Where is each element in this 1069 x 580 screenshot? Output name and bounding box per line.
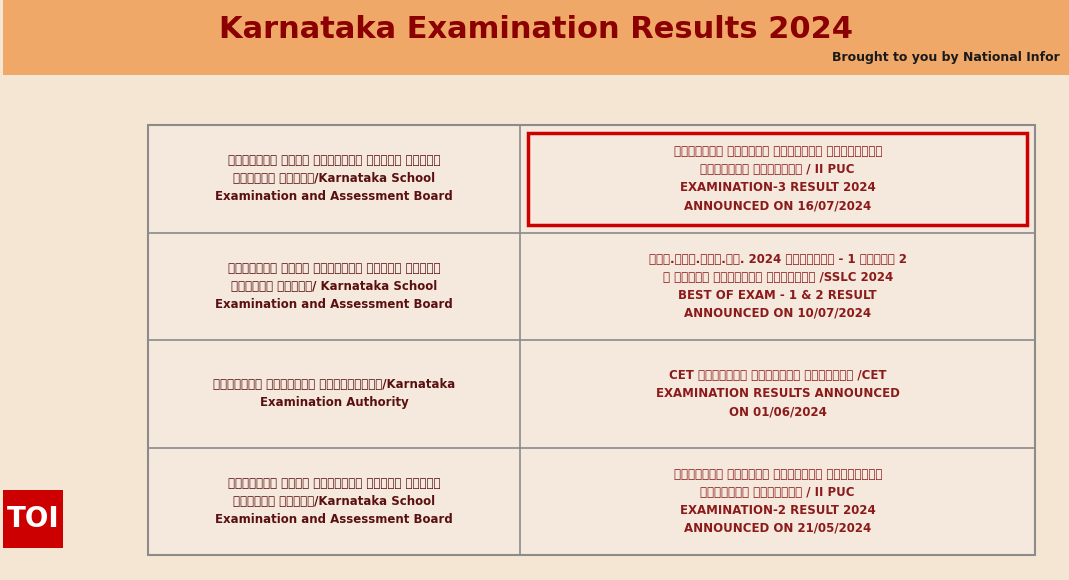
Text: ದ್ವಿತೀಯ ಪಿಯುಸಿ ವಾರ್ಷಿಕ ಪರೀಕ್ಷೆಯ
ಫಲಿತಾಂಶ ಪ್ರಕಟನೆ / II PUC
EXAMINATION-3 RESULT 20: ದ್ವಿತೀಯ ಪಿಯುಸಿ ವಾರ್ಷಿಕ ಪರೀಕ್ಷೆಯ ಫಲಿತಾಂಶ … <box>673 145 882 212</box>
Text: TOI: TOI <box>6 505 59 533</box>
Text: CET ಪರೀಕ್ಷೆ ಫಲಿತಾಂಶ ಪ್ರಕಟನೆ /CET
EXAMINATION RESULTS ANNOUNCED
ON 01/06/2024: CET ಪರೀಕ್ಷೆ ಫಲಿತಾಂಶ ಪ್ರಕಟನೆ /CET EXAMINA… <box>655 369 900 418</box>
Bar <box>3 490 63 548</box>
Bar <box>3 0 1069 75</box>
Text: ಎಸ್.ಎಸ್.ಎಲ್.ಸಿ. 2024 ಪರೀಕ್ಷೆ - 1 ಮತ್ತು 2
ರ ಉತ್ತಮ ಫಲಿತಾಂಶ ಪ್ರಕಟನೆ /SSLC 2024
BEST: ಎಸ್.ಎಸ್.ಎಲ್.ಸಿ. 2024 ಪರೀಕ್ಷೆ - 1 ಮತ್ತು 2… <box>649 253 907 320</box>
Text: ಕರ್ನಾಟಕ ಶಾಲಾ ಪರೀಕ್ಷೆ ಮತ್ತು ಮೌಲ್ಯ
ನಿರ್ಣಯ ಮಂಡಲಿ/Karnataka School
Examination and A: ಕರ್ನಾಟಕ ಶಾಲಾ ಪರೀಕ್ಷೆ ಮತ್ತು ಮೌಲ್ಯ ನಿರ್ಣಯ … <box>215 477 453 525</box>
Text: Karnataka Examination Results 2024: Karnataka Examination Results 2024 <box>218 16 853 45</box>
Bar <box>528 133 1027 224</box>
Text: Brought to you by National Infor: Brought to you by National Infor <box>833 52 1060 64</box>
Bar <box>148 125 1035 555</box>
Text: ದ್ವಿತೀಯ ಪಿಯುಸಿ ವಾರ್ಷಿಕ ಪರೀಕ್ಷೆಯ
ಫಲಿತಾಂಶ ಪ್ರಕಟನೆ / II PUC
EXAMINATION-2 RESULT 20: ದ್ವಿತೀಯ ಪಿಯುಸಿ ವಾರ್ಷಿಕ ಪರೀಕ್ಷೆಯ ಫಲಿತಾಂಶ … <box>673 467 882 535</box>
Text: ಕರ್ನಾಟಕ ಶಾಲಾ ಪರೀಕ್ಷೆ ಮತ್ತು ಮೌಲ್ಯ
ನಿರ್ಣಯ ಮಂಡಲಿ/Karnataka School
Examination and A: ಕರ್ನಾಟಕ ಶಾಲಾ ಪರೀಕ್ಷೆ ಮತ್ತು ಮೌಲ್ಯ ನಿರ್ಣಯ … <box>215 154 453 203</box>
Text: ಕರ್ನಾಟಕ ಪರೀಕ್ಷಾ ಪ್ರಾಧಿಕಾರ/Karnataka
Examination Authority: ಕರ್ನಾಟಕ ಪರೀಕ್ಷಾ ಪ್ರಾಧಿಕಾರ/Karnataka Exam… <box>213 378 455 409</box>
Text: ಕರ್ನಾಟಕ ಶಾಲಾ ಪರೀಕ್ಷೆ ಮತ್ತು ಮೌಲ್ಯ
ನಿರ್ಣಯ ಮಂಡಲಿ/ Karnataka School
Examination and : ಕರ್ನಾಟಕ ಶಾಲಾ ಪರೀಕ್ಷೆ ಮತ್ತು ಮೌಲ್ಯ ನಿರ್ಣಯ … <box>215 262 453 311</box>
